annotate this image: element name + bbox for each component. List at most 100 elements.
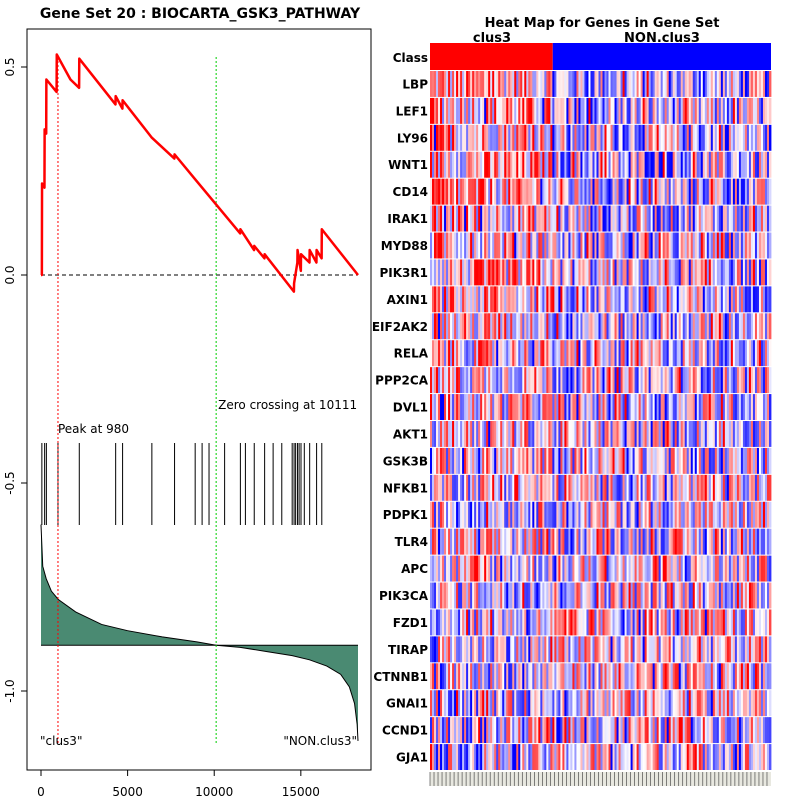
- heatmap-cell: [738, 259, 742, 286]
- heatmap-cell: [558, 501, 561, 528]
- heatmap-cell: [728, 286, 732, 313]
- heatmap-cell: [442, 97, 445, 124]
- heatmap-cell: [698, 71, 702, 97]
- heatmap-cell: [620, 744, 623, 770]
- heatmap-cell: [544, 97, 547, 124]
- heatmap-cell: [692, 178, 696, 205]
- heatmap-cell: [434, 744, 437, 770]
- heatmap-cell: [758, 232, 762, 259]
- heatmap-cell: [466, 474, 469, 501]
- heatmap-cell: [484, 528, 487, 555]
- heatmap-cell: [674, 421, 678, 447]
- heatmap-cell: [728, 528, 732, 555]
- heatmap-cell: [514, 474, 517, 501]
- heatmap-cell: [602, 205, 605, 232]
- heatmap-cell: [606, 690, 609, 717]
- heatmap-cell: [734, 744, 738, 770]
- heatmap-cell: [764, 205, 768, 232]
- heatmap-cell: [686, 286, 690, 313]
- heatmap-cell: [710, 582, 714, 609]
- heatmap-cell: [734, 205, 738, 232]
- heatmap-cell: [484, 205, 487, 232]
- heatmap-cell: [528, 636, 531, 663]
- heatmap-cell: [744, 178, 748, 205]
- heatmap-cell: [628, 501, 631, 528]
- heatmap-cell: [682, 555, 686, 582]
- heatmap-cell: [648, 394, 652, 420]
- heatmap-cell: [528, 528, 531, 555]
- heatmap-cell: [452, 582, 455, 609]
- heatmap-cell: [484, 71, 487, 97]
- heatmap-cell: [548, 97, 551, 124]
- heatmap-cell: [622, 205, 625, 232]
- heatmap-cell: [496, 178, 499, 205]
- heatmap-cell: [734, 71, 738, 97]
- heatmap-cell: [678, 421, 682, 447]
- heatmap-cell: [474, 474, 477, 501]
- heatmap-cell: [568, 97, 571, 124]
- heatmap-cell: [498, 232, 501, 259]
- heatmap-cell: [740, 97, 744, 124]
- heatmap-cell: [552, 71, 555, 97]
- heatmap-cell: [676, 313, 680, 340]
- heatmap-cell: [488, 744, 491, 770]
- heatmap-cell: [662, 474, 666, 501]
- heatmap-cell: [506, 286, 509, 313]
- heatmap-cell: [438, 528, 441, 555]
- heatmap-cell: [536, 690, 539, 717]
- heatmap-cell: [648, 447, 652, 474]
- heatmap-cell: [764, 717, 768, 744]
- heatmap-cell: [566, 447, 569, 474]
- heatmap-cell: [632, 717, 635, 744]
- heatmap-cell: [632, 71, 635, 97]
- heatmap-cell: [568, 232, 571, 259]
- heatmap-cell: [690, 474, 694, 501]
- heatmap-cell: [602, 97, 605, 124]
- heatmap-cell: [574, 232, 577, 259]
- heatmap-cell: [476, 394, 479, 420]
- heatmap-cell: [432, 474, 435, 501]
- heatmap-cell: [672, 528, 676, 555]
- heatmap-cell: [674, 232, 678, 259]
- heatmap-cell: [500, 636, 503, 663]
- heatmap-cell: [602, 71, 605, 97]
- heatmap-cell: [768, 313, 772, 340]
- heatmap-cell: [568, 609, 571, 636]
- heatmap-cell: [740, 340, 744, 367]
- heatmap-cell: [574, 124, 577, 151]
- heatmap-cell: [614, 151, 617, 178]
- heatmap-cell: [552, 663, 555, 690]
- heatmap-cell: [642, 582, 646, 609]
- heatmap-cell: [570, 663, 573, 690]
- heatmap-cell: [584, 421, 587, 447]
- heatmap-cell: [554, 151, 557, 178]
- heatmap-cell: [554, 421, 557, 447]
- heatmap-cell: [748, 394, 752, 420]
- heatmap-cell: [460, 71, 463, 97]
- heatmap-cell: [438, 232, 441, 259]
- heatmap-cell: [672, 555, 676, 582]
- heatmap-cell: [610, 717, 613, 744]
- heatmap-cell: [612, 394, 615, 420]
- heatmap-cell: [496, 717, 499, 744]
- heatmap-cell: [760, 717, 764, 744]
- heatmap-cell: [582, 447, 585, 474]
- heatmap-cell: [602, 421, 605, 447]
- heatmap-cell: [570, 178, 573, 205]
- heatmap-cell: [694, 555, 698, 582]
- heatmap-cell: [752, 528, 756, 555]
- heatmap-cell: [608, 286, 611, 313]
- heatmap-cell: [576, 394, 579, 420]
- heatmap-cell: [454, 447, 457, 474]
- heatmap-cell: [438, 717, 441, 744]
- heatmap-cell: [746, 205, 750, 232]
- heatmap-cell: [634, 690, 638, 717]
- heatmap-cell: [492, 151, 495, 178]
- heatmap-cell: [546, 609, 549, 636]
- heatmap-cell: [492, 528, 495, 555]
- heatmap-cell: [466, 582, 469, 609]
- heatmap-cell: [580, 178, 583, 205]
- heatmap-cell: [438, 582, 441, 609]
- heatmap-cell: [482, 690, 485, 717]
- heatmap-cell: [474, 717, 477, 744]
